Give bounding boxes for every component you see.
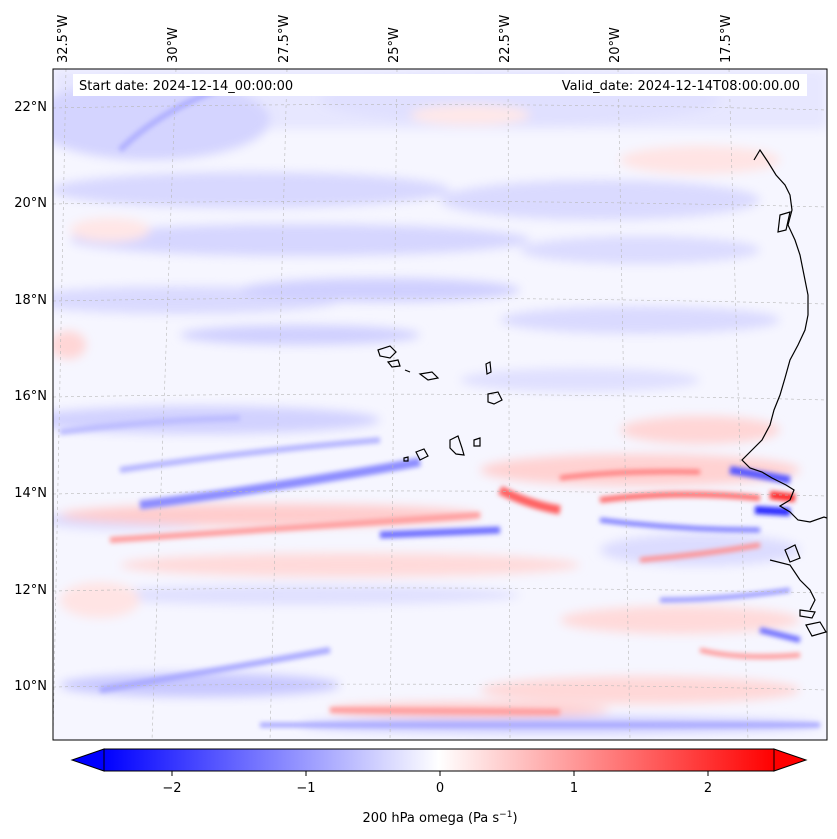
- header-strip: [73, 74, 807, 96]
- colorbar-label: 200 hPa omega (Pa s−1): [362, 810, 517, 826]
- colorbar-label-close: ): [512, 811, 517, 826]
- colorbar-extend-low: [70, 748, 105, 772]
- colorbar-tick-label: 0: [436, 781, 444, 796]
- map-frame: [52, 68, 828, 741]
- coastlines: [377, 148, 827, 637]
- latitude-labels: 22°N 20°N 18°N 16°N 14°N 12°N 10°N: [14, 100, 47, 694]
- lat-label-10n: 10°N: [14, 679, 47, 694]
- lon-label-17-5w: 17.5°W: [719, 15, 734, 63]
- lon-label-20w: 20°W: [608, 27, 623, 63]
- longitude-labels: 32.5°W 30°W 27.5°W 25°W 22.5°W 20°W 17.5…: [56, 15, 734, 63]
- colorbar-tick-label: −1: [296, 781, 315, 796]
- lat-label-12n: 12°N: [14, 583, 47, 598]
- cape-verde-islands: [377, 345, 397, 359]
- start-date-text: Start date: 2024-12-14_00:00:00: [79, 79, 293, 94]
- colorbar-extend-high: [773, 748, 808, 772]
- colorbar-label-text: 200 hPa omega (Pa s: [362, 811, 499, 826]
- colorbar-label-unit-sup: −1: [499, 810, 512, 820]
- colorbar-tick-label: 2: [704, 781, 712, 796]
- colorbar-gradient: [103, 748, 775, 772]
- colorbar: −2 −1 0 1 2 200 hPa omega (Pa s−1): [70, 748, 808, 826]
- lat-label-14n: 14°N: [14, 486, 47, 501]
- lat-label-18n: 18°N: [14, 293, 47, 308]
- lon-label-30w: 30°W: [166, 27, 181, 63]
- valid-date-text: Valid_date: 2024-12-14T08:00:00.00: [562, 79, 800, 94]
- lon-label-22-5w: 22.5°W: [498, 15, 513, 63]
- lat-label-16n: 16°N: [14, 389, 47, 404]
- lon-label-25w: 25°W: [387, 27, 402, 63]
- map-panel: Start date: 2024-12-14_00:00:00 Valid_da…: [52, 68, 828, 741]
- africa-coastline: [741, 148, 827, 523]
- colorbar-tick-label: 1: [570, 781, 578, 796]
- lat-label-22n: 22°N: [14, 100, 47, 115]
- lon-label-32-5w: 32.5°W: [56, 15, 71, 63]
- gridlines: [53, 69, 827, 740]
- lon-label-27-5w: 27.5°W: [277, 15, 292, 63]
- colorbar-tick-label: −2: [162, 781, 181, 796]
- lat-label-20n: 20°N: [14, 196, 47, 211]
- colorbar-ticks: [171, 771, 709, 776]
